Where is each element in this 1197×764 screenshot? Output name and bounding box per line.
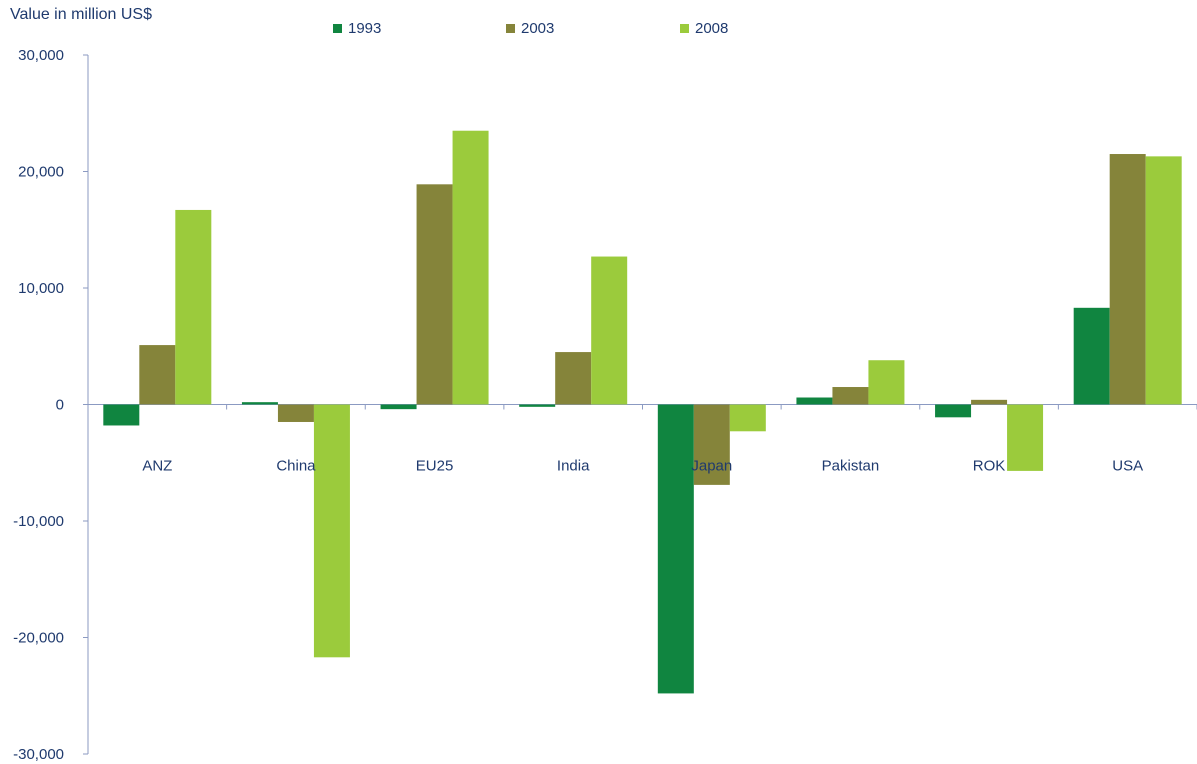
bar-2008-japan — [729, 404, 766, 432]
legend-swatch-2008 — [680, 24, 689, 33]
x-tick-label-china: China — [276, 458, 316, 475]
legend-item-1993: 1993 — [333, 20, 381, 37]
legend-label-2008: 2008 — [695, 20, 729, 37]
bar-1993-eu25 — [380, 404, 417, 410]
legend-swatch-1993 — [333, 24, 342, 33]
bar-2008-anz — [175, 209, 212, 405]
legend-item-2003: 2003 — [506, 20, 554, 37]
bar-2003-anz — [139, 345, 176, 405]
x-tick-label-india: India — [557, 458, 590, 475]
bar-2003-china — [277, 404, 314, 422]
x-tick-label-pakistan: Pakistan — [822, 458, 880, 475]
bar-1993-rok — [935, 404, 972, 418]
bar-2008-rok — [1007, 404, 1044, 471]
bar-2008-eu25 — [452, 130, 489, 405]
bar-2008-usa — [1145, 156, 1182, 405]
bar-1993-anz — [103, 404, 140, 426]
y-tick-label: -10,000 — [13, 513, 64, 530]
y-tick-label: 30,000 — [18, 47, 64, 64]
bar-2008-china — [313, 404, 350, 658]
bar-1993-china — [241, 402, 278, 405]
legend-swatch-2003 — [506, 24, 515, 33]
x-tick-label-anz: ANZ — [142, 458, 172, 475]
bar-1993-usa — [1073, 307, 1110, 405]
bar-2003-japan — [693, 404, 730, 485]
legend-label-1993: 1993 — [348, 20, 382, 37]
y-tick-label: 10,000 — [18, 280, 64, 297]
bar-2003-pakistan — [832, 387, 869, 405]
x-tick-label-rok: ROK — [973, 458, 1006, 475]
legend: 1993 2003 2008 — [0, 20, 1197, 44]
y-axis-title: Value in million US$ — [10, 6, 152, 23]
x-tick-label-japan: Japan — [691, 458, 732, 475]
x-tick-label-usa: USA — [1112, 458, 1143, 475]
y-tick-label: -30,000 — [13, 746, 64, 763]
y-tick-label: 0 — [56, 397, 64, 414]
bar-1993-japan — [657, 404, 694, 694]
bar-2008-pakistan — [868, 360, 905, 405]
bar-2008-india — [591, 256, 628, 405]
bar-2003-usa — [1109, 154, 1146, 405]
bar-1993-india — [519, 404, 556, 407]
bar-1993-pakistan — [796, 397, 833, 405]
bar-2003-india — [555, 352, 592, 405]
legend-label-2003: 2003 — [521, 20, 555, 37]
bar-2003-rok — [971, 399, 1008, 405]
y-tick-label: -20,000 — [13, 630, 64, 647]
legend-item-2008: 2008 — [680, 20, 728, 37]
x-tick-label-eu25: EU25 — [416, 458, 454, 475]
y-tick-label: 20,000 — [18, 164, 64, 181]
bar-2003-eu25 — [416, 184, 453, 405]
